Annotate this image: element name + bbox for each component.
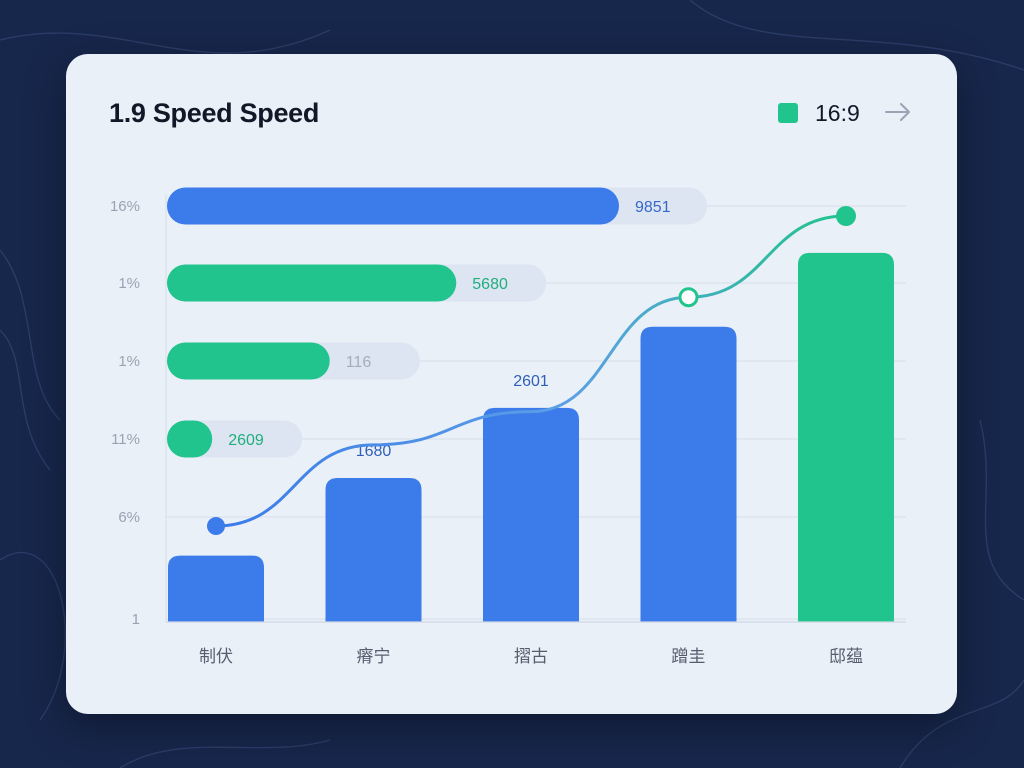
y-tick-label: 16% bbox=[110, 198, 140, 215]
background-curve bbox=[0, 249, 61, 421]
hbar-value-label: 116 bbox=[346, 354, 372, 371]
bar bbox=[640, 326, 737, 622]
x-tick-label: 摺古 bbox=[514, 647, 548, 667]
line-series bbox=[215, 214, 847, 528]
background-curve bbox=[899, 679, 1024, 768]
bar-value-label: 2601 bbox=[513, 373, 549, 390]
line-point bbox=[836, 206, 856, 226]
line-point bbox=[207, 517, 225, 536]
y-tick-label: 1% bbox=[118, 353, 140, 370]
bar bbox=[168, 555, 264, 622]
bar bbox=[483, 407, 579, 622]
background-curve bbox=[689, 0, 1024, 71]
background-curve bbox=[0, 329, 51, 471]
arrow-right-icon[interactable] bbox=[884, 100, 912, 124]
hbar bbox=[167, 187, 619, 225]
legend-label: 16:9 bbox=[815, 99, 860, 126]
x-tick-label: 瘠宁 bbox=[357, 647, 391, 667]
hbar bbox=[167, 342, 330, 380]
bar bbox=[325, 478, 422, 622]
bar-value-label: 1680 bbox=[356, 443, 392, 460]
hbar-value-label: 2609 bbox=[228, 432, 264, 449]
hbar-value-label: 5680 bbox=[472, 276, 508, 293]
hbar bbox=[167, 264, 457, 302]
background-curve bbox=[0, 551, 66, 721]
y-tick-label: 6% bbox=[118, 509, 140, 526]
y-tick-label: 1% bbox=[118, 275, 140, 292]
hbar bbox=[167, 420, 213, 458]
chart-area: 16% 1% 1% 11% 6% 1 制伏 瘠宁 摺古 蹭圭 邸蕴 1680 2601 9851 5680 1… bbox=[110, 187, 906, 667]
line-point bbox=[678, 287, 699, 308]
legend: 16:9 bbox=[778, 98, 910, 128]
chart-card: 1.9 Speed Speed 16:9 16% 1% 1% 11% 6% 1 制伏 瘠宁 摺古… bbox=[66, 54, 957, 714]
background-curve bbox=[0, 29, 331, 54]
y-tick-label: 1 bbox=[132, 611, 140, 628]
bar bbox=[798, 252, 894, 622]
hbar-value-label: 9851 bbox=[635, 199, 671, 216]
x-tick-label: 邸蕴 bbox=[829, 647, 863, 667]
chart-title: 1.9 Speed Speed bbox=[109, 98, 320, 128]
x-tick-label: 蹭圭 bbox=[672, 647, 706, 667]
background-curve bbox=[979, 419, 1024, 601]
x-tick-label: 制伏 bbox=[199, 647, 233, 667]
legend-swatch bbox=[778, 103, 798, 123]
background-curve bbox=[119, 739, 331, 768]
y-tick-label: 11% bbox=[111, 431, 140, 448]
